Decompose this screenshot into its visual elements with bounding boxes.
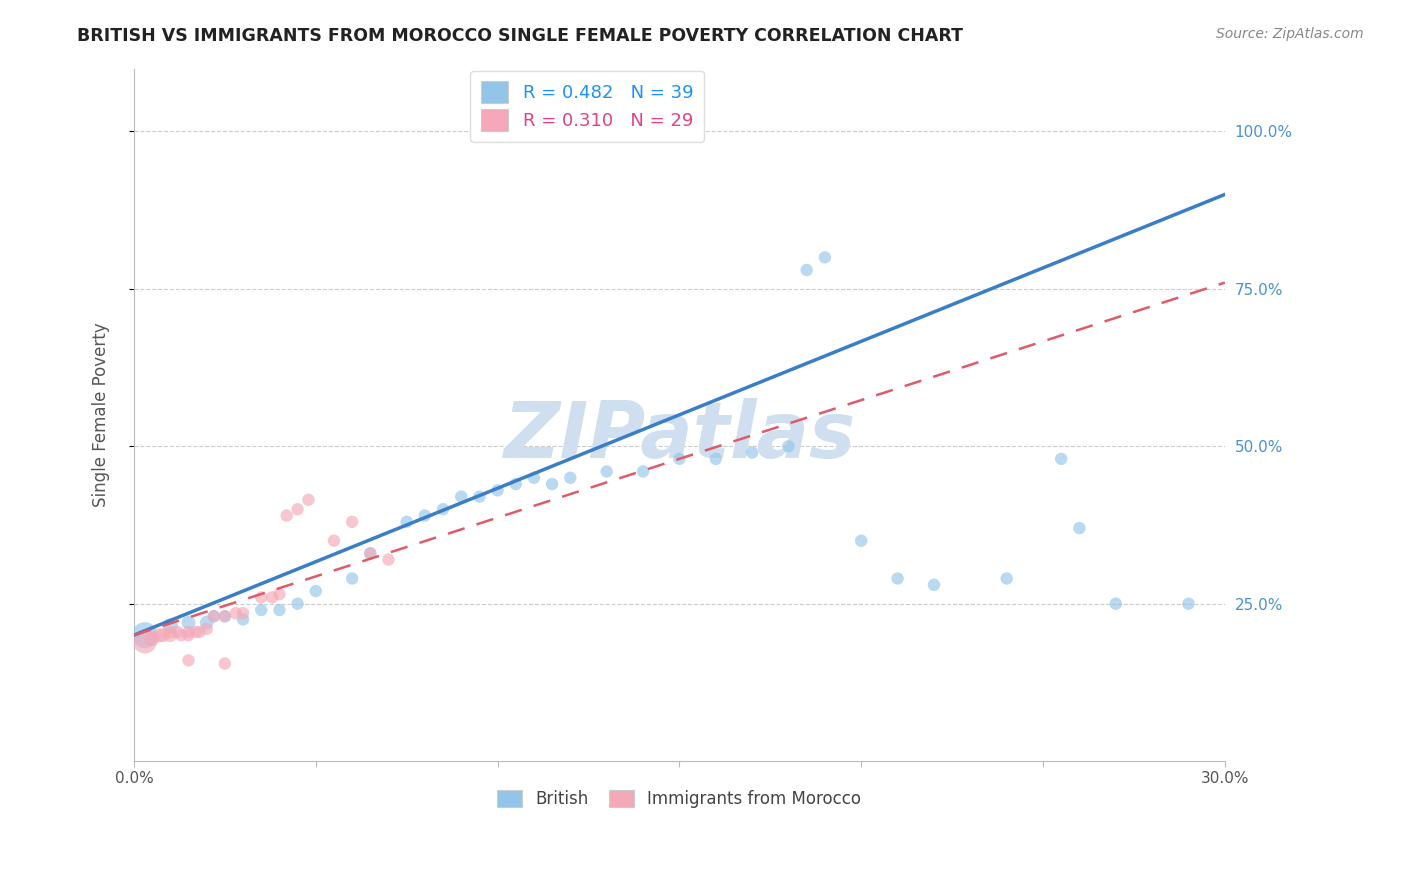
Point <box>177 653 200 667</box>
Point <box>297 492 319 507</box>
Point <box>214 609 236 624</box>
Point <box>1177 597 1199 611</box>
Point <box>232 606 254 620</box>
Point <box>305 584 328 599</box>
Text: ZIPatlas: ZIPatlas <box>503 398 855 474</box>
Point <box>541 477 564 491</box>
Point <box>395 515 418 529</box>
Point <box>560 471 582 485</box>
Point <box>262 591 284 605</box>
Point <box>377 552 399 566</box>
Point <box>195 615 218 630</box>
Point <box>704 451 727 466</box>
Point <box>202 609 225 624</box>
Point <box>195 622 218 636</box>
Point <box>134 628 156 642</box>
Point <box>741 445 763 459</box>
Point <box>851 533 873 548</box>
Point <box>214 609 236 624</box>
Point <box>359 546 381 560</box>
Point <box>269 587 291 601</box>
Point <box>152 628 174 642</box>
Point <box>323 533 346 548</box>
Point <box>1050 451 1073 466</box>
Point <box>778 439 800 453</box>
Point <box>1069 521 1091 535</box>
Point <box>250 603 273 617</box>
Point <box>340 515 363 529</box>
Point <box>250 591 273 605</box>
Point <box>523 471 546 485</box>
Point <box>359 546 381 560</box>
Point <box>922 578 945 592</box>
Point <box>159 628 181 642</box>
Point <box>814 251 837 265</box>
Text: Source: ZipAtlas.com: Source: ZipAtlas.com <box>1216 27 1364 41</box>
Point <box>668 451 690 466</box>
Point <box>177 628 200 642</box>
Point <box>141 632 163 646</box>
Point <box>148 628 170 642</box>
Point <box>225 606 247 620</box>
Point <box>631 465 654 479</box>
Point <box>214 657 236 671</box>
Point <box>159 618 181 632</box>
Legend: British, Immigrants from Morocco: British, Immigrants from Morocco <box>491 783 868 815</box>
Point <box>796 263 818 277</box>
Point <box>505 477 527 491</box>
Y-axis label: Single Female Poverty: Single Female Poverty <box>93 323 110 508</box>
Point <box>170 628 193 642</box>
Point <box>177 615 200 630</box>
Point <box>188 625 211 640</box>
Point <box>166 625 188 640</box>
Point <box>159 625 181 640</box>
Point <box>269 603 291 617</box>
Text: BRITISH VS IMMIGRANTS FROM MOROCCO SINGLE FEMALE POVERTY CORRELATION CHART: BRITISH VS IMMIGRANTS FROM MOROCCO SINGL… <box>77 27 963 45</box>
Point <box>595 465 617 479</box>
Point <box>276 508 298 523</box>
Point <box>486 483 509 498</box>
Point <box>468 490 491 504</box>
Point <box>134 634 156 648</box>
Point <box>287 502 309 516</box>
Point <box>232 612 254 626</box>
Point <box>413 508 436 523</box>
Point <box>340 572 363 586</box>
Point <box>1105 597 1128 611</box>
Point <box>995 572 1018 586</box>
Point <box>202 609 225 624</box>
Point <box>450 490 472 504</box>
Point <box>177 625 200 640</box>
Point <box>287 597 309 611</box>
Point <box>886 572 908 586</box>
Point <box>184 625 207 640</box>
Point <box>432 502 454 516</box>
